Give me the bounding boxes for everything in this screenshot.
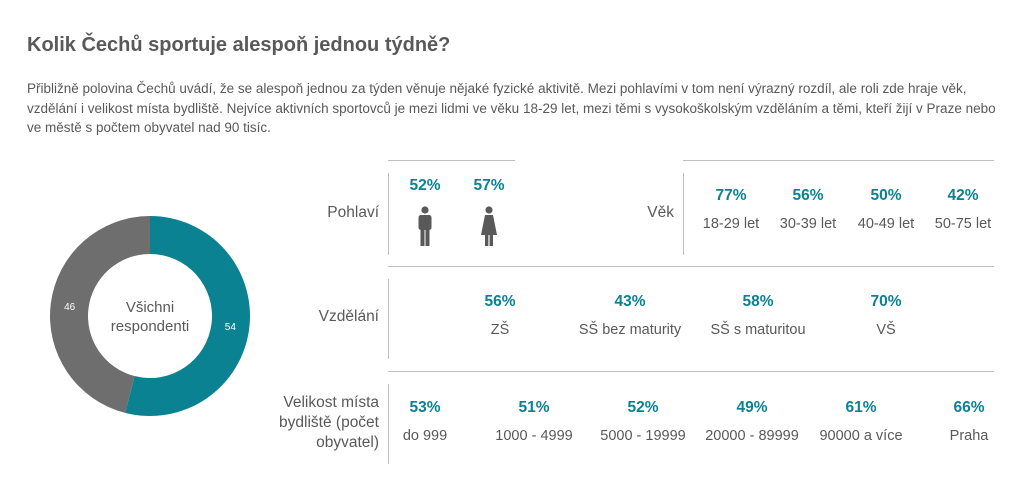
residence-value: 51% [518,399,550,416]
divider [683,160,994,161]
donut-chart: Všichni respondenti 54 46 [49,216,250,416]
divider [388,173,389,255]
row-label-gender: Pohlaví [327,204,379,221]
gender-male-value: 52% [409,177,441,194]
residence-value: 61% [845,399,877,416]
residence-value: 52% [627,399,659,416]
education-value: 56% [484,293,516,310]
male-icon [418,206,432,246]
education-value: 70% [870,293,902,310]
donut-center-label-line1: Všichni [126,299,174,316]
residence-value: 49% [736,399,768,416]
divider [683,173,684,255]
gender-female-value: 57% [473,177,505,194]
residence-category: 5000 - 19999 [600,428,686,444]
donut-center-label-line2: respondenti [111,318,189,335]
education-category: ZŠ [490,322,510,338]
residence-value: 66% [953,399,985,416]
intro-paragraph: Přibližně polovina Čechů uvádí, že se al… [27,81,996,135]
female-icon [481,206,497,246]
age-category: 18-29 let [702,216,760,232]
age-value: 56% [792,187,824,204]
divider [388,160,515,161]
residence-category: 90000 a více [819,428,903,444]
row-label-education: Vzdělání [318,308,379,325]
donut-slice-label: 54 [225,322,237,333]
age-category: 50-75 let [934,216,992,232]
education-category: SŠ bez maturity [578,322,682,338]
row-label-residence-size: Velikost místa bydliště (počet obyvatel) [279,394,379,451]
row-label-age: Věk [647,204,674,221]
page-title: Kolik Čechů sportuje alespoň jednou týdn… [27,34,451,56]
residence-category: 1000 - 4999 [495,428,573,444]
age-value: 50% [870,187,902,204]
residence-value: 53% [409,399,441,416]
divider [388,279,389,359]
education-category: SŠ s maturitou [710,322,806,338]
donut-slice [125,216,250,416]
age-value: 42% [947,187,979,204]
divider [388,266,994,267]
age-value: 77% [715,187,747,204]
residence-category: 20000 - 89999 [705,428,799,444]
education-value: 58% [742,293,774,310]
residence-category: Praha [949,428,989,444]
donut-slice-label: 46 [64,302,76,313]
age-category: 40-49 let [857,216,915,232]
divider [388,384,389,464]
residence-category: do 999 [402,428,448,444]
donut-slice [49,216,150,413]
age-category: 30-39 let [779,216,837,232]
divider [388,371,994,372]
education-category: VŠ [876,322,896,338]
education-value: 43% [614,293,646,310]
